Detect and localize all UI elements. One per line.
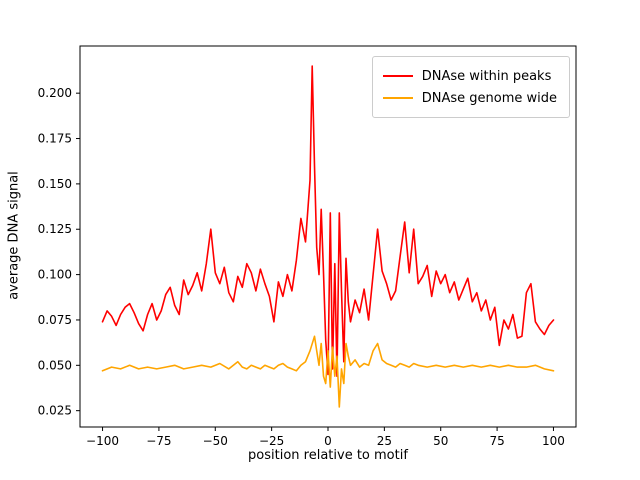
x-axis-label: position relative to motif — [248, 448, 408, 463]
series-line-0 — [101, 65, 555, 378]
legend-line-swatch-red — [382, 75, 413, 77]
y-tick-label: 0.175 — [38, 132, 72, 146]
x-tick-label: 0 — [324, 434, 332, 448]
y-tick-label: 0.125 — [38, 222, 72, 236]
x-tick-label: −50 — [203, 434, 228, 448]
y-tick-label: 0.150 — [38, 177, 72, 191]
y-tick-label: 0.200 — [38, 86, 72, 100]
y-axis-label: average DNA signal — [6, 171, 22, 300]
y-tick-label: 0.075 — [38, 313, 72, 327]
y-tick-label: 0.100 — [38, 268, 72, 282]
x-tick-label: −75 — [146, 434, 171, 448]
legend-item: DNAse within peaks — [382, 65, 557, 87]
series-line-1 — [101, 335, 555, 408]
x-tick-label: 25 — [377, 434, 392, 448]
y-tick-label: 0.050 — [38, 358, 72, 372]
legend-label: DNAse within peaks — [421, 68, 552, 84]
legend-item: DNAse genome wide — [382, 87, 557, 109]
legend-label: DNAse genome wide — [421, 90, 557, 106]
x-tick-label: 75 — [489, 434, 504, 448]
legend: DNAse within peaks DNAse genome wide — [371, 56, 570, 118]
x-tick-label: 100 — [542, 434, 565, 448]
x-tick-label: −25 — [259, 434, 284, 448]
y-tick-label: 0.025 — [38, 404, 72, 418]
legend-line-swatch-orange — [382, 97, 413, 99]
x-tick-label: 50 — [433, 434, 448, 448]
x-tick-label: −100 — [86, 434, 119, 448]
